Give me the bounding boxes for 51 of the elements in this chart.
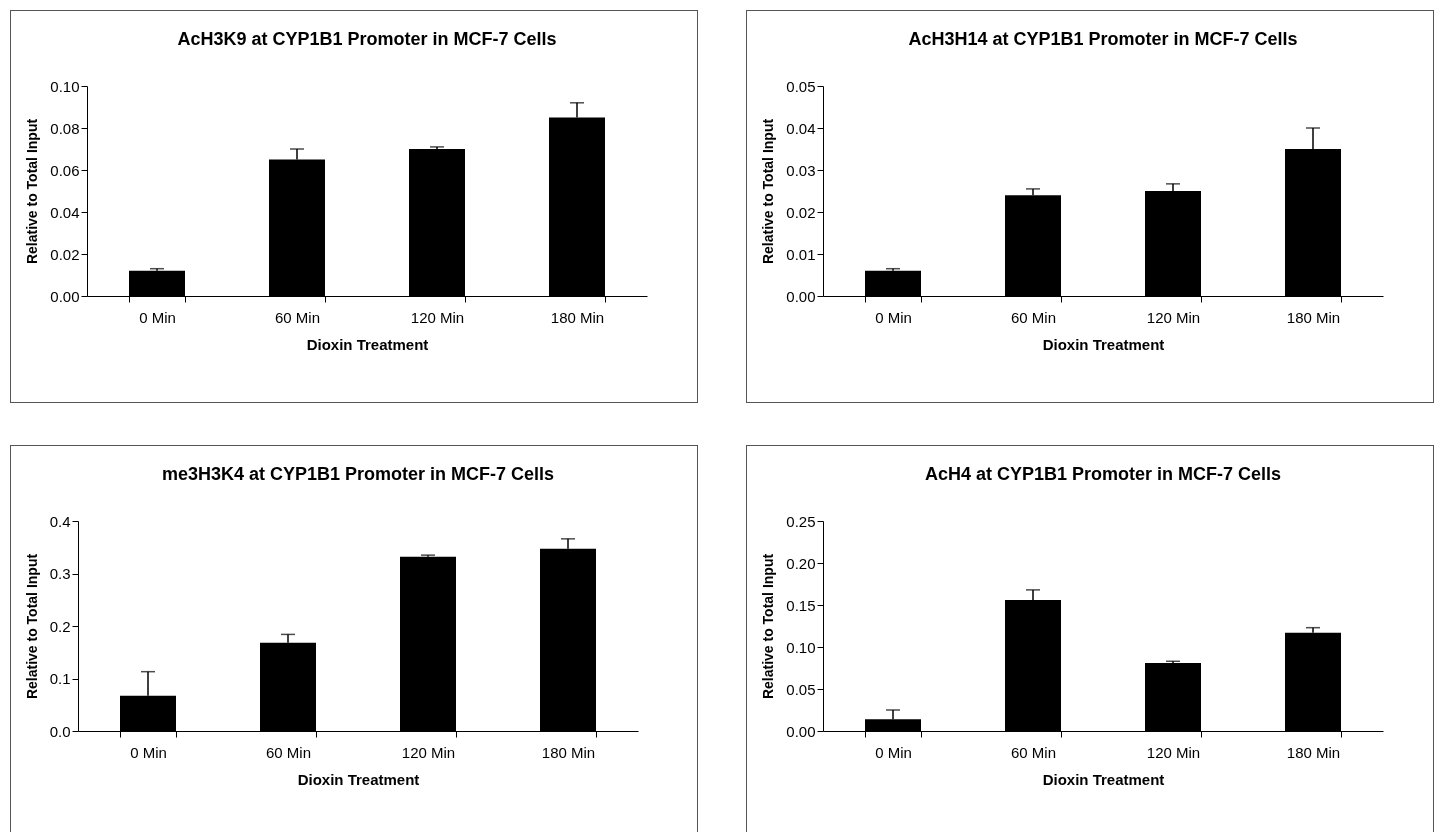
y-tick-label: 0.08 (50, 119, 80, 137)
x-tick-label: 0 Min (875, 308, 912, 326)
y-tick-label: 0.04 (786, 119, 816, 137)
y-tick-label: 0.15 (786, 596, 816, 614)
y-tick-label: 0.10 (786, 638, 816, 656)
y-tick-label: 0.04 (50, 203, 80, 221)
x-tick-label: 180 Min (541, 743, 596, 761)
y-tick-label: 0.06 (50, 161, 80, 179)
y-tick-label: 0.4 (49, 512, 71, 530)
y-axis-title: Relative to Total Input (23, 553, 40, 700)
y-tick-label: 0.03 (786, 161, 816, 179)
x-tick-label: 120 Min (410, 308, 465, 326)
y-tick-label: 0.02 (786, 203, 816, 221)
y-tick-label: 0.00 (50, 287, 80, 305)
x-tick-label: 60 Min (274, 308, 321, 326)
y-tick-label: 0.00 (786, 287, 816, 305)
y-tick-label: 0.00 (786, 722, 816, 740)
y-tick-label: 0.2 (49, 617, 71, 635)
x-tick-label: 0 Min (139, 308, 176, 326)
y-tick-label: 0.10 (50, 77, 80, 95)
x-axis-title: Dioxin Treatment (306, 335, 429, 353)
y-axis-title: Relative to Total Input (24, 118, 41, 265)
y-tick-label: 0.3 (49, 565, 71, 582)
chart-title: AcH4 at CYP1B1 Promoter in MCF-7 Cells (924, 464, 1282, 484)
x-tick-label: 0 Min (875, 743, 912, 761)
chart-title: AcH3K9 at CYP1B1 Promoter in MCF-7 Cells (177, 29, 557, 49)
y-tick-label: 0.05 (786, 680, 816, 698)
y-tick-label: 0.02 (50, 245, 80, 263)
y-axis-title: Relative to Total Input (760, 553, 777, 700)
x-tick-label: 60 Min (1010, 743, 1057, 761)
x-tick-label: 120 Min (401, 743, 456, 761)
x-tick-label: 0 Min (130, 743, 167, 761)
x-axis-title: Dioxin Treatment (297, 770, 420, 788)
x-tick-label: 180 Min (1286, 308, 1341, 326)
x-tick-label: 60 Min (265, 743, 312, 761)
y-tick-label: 0.0 (49, 722, 71, 740)
x-tick-label: 180 Min (1286, 743, 1341, 761)
x-axis-title: Dioxin Treatment (1042, 770, 1165, 788)
x-tick-label: 180 Min (550, 308, 605, 326)
x-tick-label: 120 Min (1146, 743, 1201, 761)
y-tick-label: 0.1 (49, 670, 71, 687)
x-axis-title: Dioxin Treatment (1042, 335, 1165, 353)
y-tick-label: 0.25 (786, 512, 816, 530)
y-axis-title: Relative to Total Input (760, 118, 777, 265)
chart-title: me3H3K4 at CYP1B1 Promoter in MCF-7 Cells (161, 464, 555, 484)
chart-title: AcH3H14 at CYP1B1 Promoter in MCF-7 Cells (908, 29, 1298, 49)
x-tick-label: 120 Min (1146, 308, 1201, 326)
x-tick-label: 60 Min (1010, 308, 1057, 326)
y-tick-label: 0.01 (786, 245, 816, 263)
y-tick-label: 0.05 (786, 77, 816, 95)
y-tick-label: 0.20 (786, 554, 816, 572)
